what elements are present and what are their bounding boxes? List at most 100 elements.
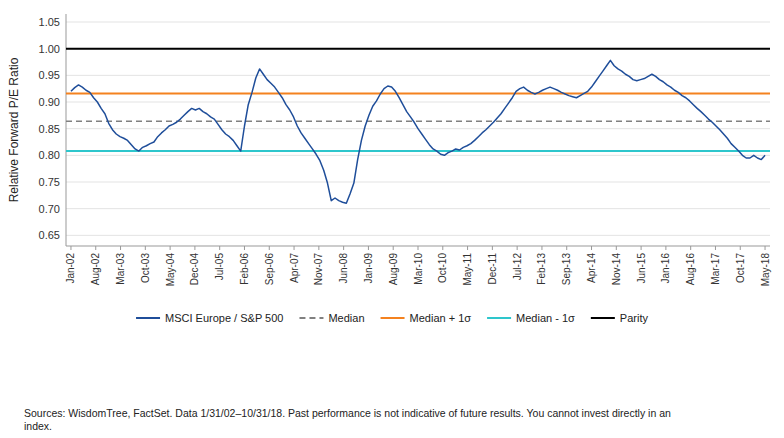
x-tick-label: Aug-09 [388,253,399,286]
grid-line [66,102,770,103]
x-tick [765,246,766,250]
x-tick-label: Oct-03 [140,253,151,283]
legend-item: Median + 1σ [381,312,472,324]
grid-line [66,75,770,76]
x-tick [690,246,691,250]
legend-swatch [299,317,323,319]
grid-line [66,22,770,23]
x-tick [244,246,245,250]
source-line: index. [24,420,52,432]
x-tick [294,246,295,250]
x-tick-label: Apr-14 [586,253,597,283]
data-line [71,60,765,203]
y-tick-label: 0.80 [39,149,60,161]
source-line: Sources: WisdomTree, FactSet. Data 1/31/… [24,407,671,419]
x-tick [641,246,642,250]
x-tick-label: Feb-13 [536,253,547,285]
x-tick-label: Jan-02 [65,253,76,284]
x-tick-label: Nov-14 [611,253,622,286]
x-tick [318,246,319,250]
y-axis: 0.65 0.70 0.75 0.80 0.85 0.90 0.95 1.00 1.05 [39,14,66,246]
y-tick-label: 1.00 [39,43,60,55]
x-tick [269,246,270,250]
y-axis-label: Relative Forward P/E Ratio [7,57,21,202]
legend-swatch [381,317,405,319]
x-tick-label: May-11 [462,253,473,286]
legend: MSCI Europe / S&P 500 Median Median + 1σ Me… [136,312,648,324]
x-tick-label: Feb-06 [239,253,250,285]
x-tick-label: Jul-12 [512,253,523,281]
source-note: Sources: WisdomTree, FactSet. Data 1/31/… [24,407,671,432]
x-tick-label: Dec-11 [487,253,498,285]
grid-line [66,235,770,236]
x-tick [665,246,666,250]
x-axis: Jan-02 Aug-02 Mar-03 Oct-03 May-04 Dec-04 Jul-… [65,246,770,286]
x-tick-label: Jan-09 [363,253,374,284]
legend-label: Median + 1σ [410,312,472,324]
y-tick-label: 0.90 [39,96,60,108]
chart: 0.65 0.70 0.75 0.80 0.85 0.90 0.95 1.00 1.05 Rela… [0,0,784,438]
x-tick-label: Aug-16 [685,253,696,286]
x-tick [194,246,195,250]
legend-label: Parity [620,312,649,324]
x-tick [517,246,518,250]
y-tick-label: 0.95 [39,69,60,81]
x-tick-label: Mar-17 [710,253,721,285]
legend-label: Median - 1σ [516,312,575,324]
x-tick-label: Oct-17 [735,253,746,283]
grid-line [66,48,770,49]
y-tick-label: 1.05 [39,16,60,28]
x-tick [343,246,344,250]
y-tick-label: 0.70 [39,203,60,215]
grid-line [66,208,770,209]
y-tick-label: 0.65 [39,229,60,241]
x-tick [715,246,716,250]
x-tick [95,246,96,250]
x-tick [467,246,468,250]
legend-label: Median [328,312,364,324]
x-tick [541,246,542,250]
grid-line [66,182,770,183]
x-tick-label: Aug-02 [90,253,101,286]
x-tick [145,246,146,250]
legend-item: Median - 1σ [487,312,575,324]
x-tick-label: May-04 [165,253,176,287]
x-tick [170,246,171,250]
reference-line [66,120,770,122]
x-tick [120,246,121,250]
x-tick [368,246,369,250]
y-tick-label: 0.75 [39,176,60,188]
plot-area [66,49,770,204]
legend-swatch [487,317,511,319]
x-tick-label: Oct-10 [437,253,448,283]
reference-line [66,150,770,152]
legend-swatch [591,317,615,319]
x-tick-label: Apr-07 [289,253,300,283]
x-tick-label: May-18 [760,253,771,287]
legend-label: MSCI Europe / S&P 500 [165,312,283,324]
x-tick [219,246,220,250]
x-tick-label: Nov-07 [313,253,324,286]
x-tick [492,246,493,250]
x-tick-label: Jun-08 [338,253,349,284]
x-tick-label: Dec-04 [189,253,200,286]
x-tick-label: Mar-03 [115,253,126,285]
x-tick [442,246,443,250]
x-tick [393,246,394,250]
x-tick [418,246,419,250]
x-tick [566,246,567,250]
legend-item: MSCI Europe / S&P 500 [136,312,283,324]
grid-line [66,155,770,156]
x-tick-label: Sep-13 [561,253,572,286]
x-tick [70,246,71,250]
reference-line [66,48,770,50]
reference-line [66,92,770,94]
x-tick-label: Jan-16 [660,253,671,284]
legend-item: Parity [591,312,649,324]
legend-swatch [136,317,160,319]
x-tick [740,246,741,250]
legend-item: Median [299,312,364,324]
x-tick-label: Mar-10 [413,253,424,285]
y-tick-label: 0.85 [39,123,60,135]
y-grid [66,22,770,235]
